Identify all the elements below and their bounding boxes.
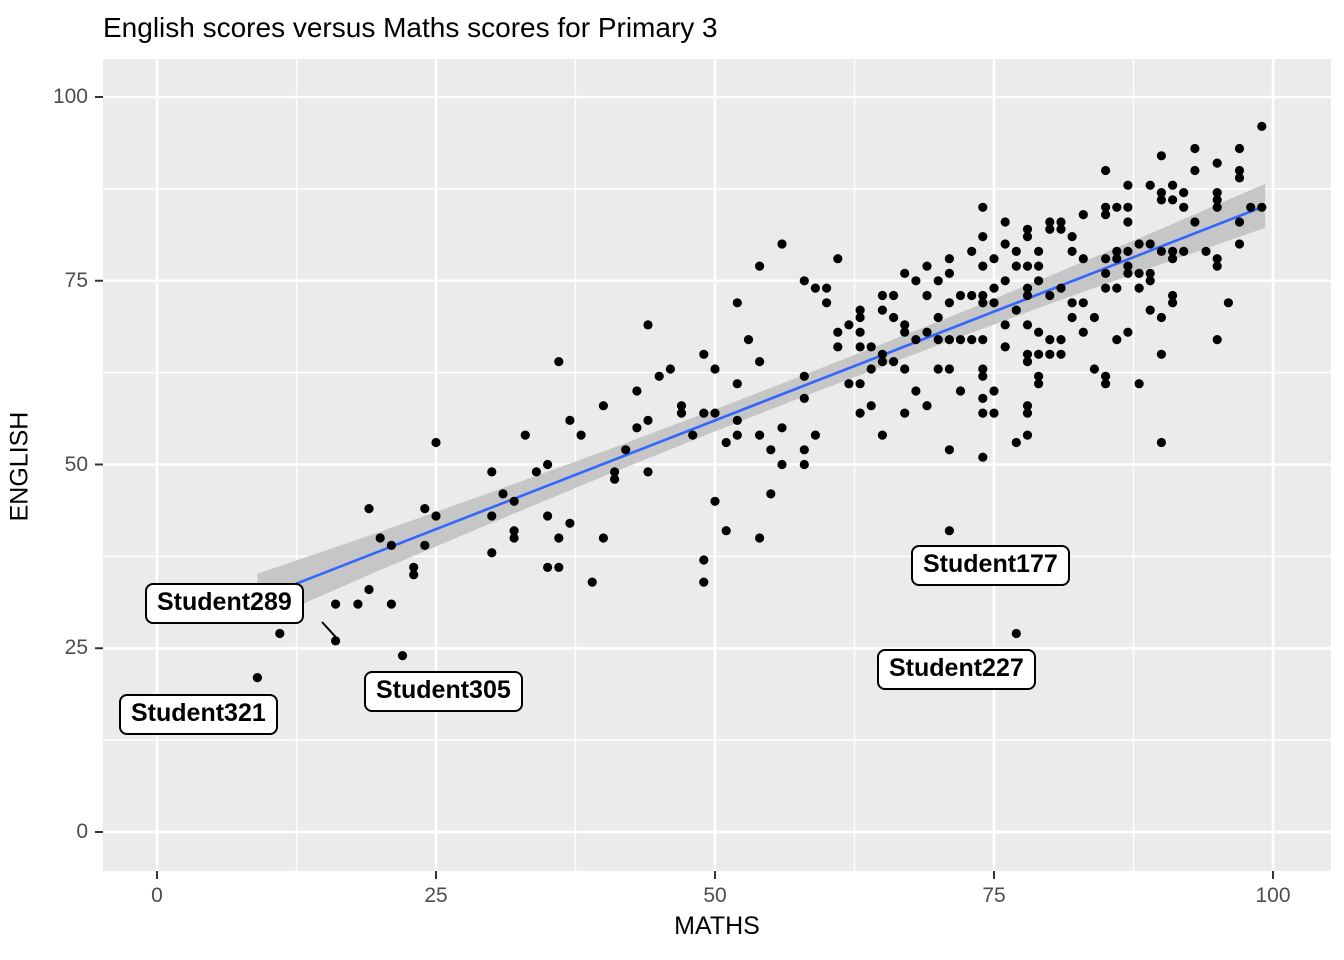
y-tick-label: 75 — [64, 268, 88, 292]
chart-title: English scores versus Maths scores for P… — [103, 12, 718, 43]
annotation-label-student177: Student177 — [911, 545, 1070, 587]
x-tick-label: 100 — [1255, 884, 1291, 907]
annotation-leader-line — [321, 621, 337, 638]
annotation-label-student227: Student227 — [877, 649, 1036, 691]
y-tick-label: 50 — [64, 452, 88, 476]
annotation-label-student289: Student289 — [145, 583, 304, 625]
annotation-label-student305: Student305 — [364, 671, 523, 713]
y-tick-label: 25 — [64, 636, 88, 660]
x-tick-label: 50 — [703, 884, 727, 907]
x-tick-label: 25 — [424, 884, 448, 907]
x-tick-label: 0 — [151, 884, 163, 907]
regression-line — [256, 204, 1266, 601]
x-axis-title: MATHS — [674, 912, 760, 940]
scatter-points — [252, 121, 1267, 683]
annotation-label-student321: Student321 — [119, 694, 278, 736]
y-axis-title: ENGLISH — [5, 411, 34, 522]
x-tick-label: 75 — [982, 884, 1006, 907]
confidence-ribbon — [257, 183, 1266, 624]
y-tick-label: 100 — [52, 85, 88, 108]
y-tick-label: 0 — [76, 820, 88, 843]
